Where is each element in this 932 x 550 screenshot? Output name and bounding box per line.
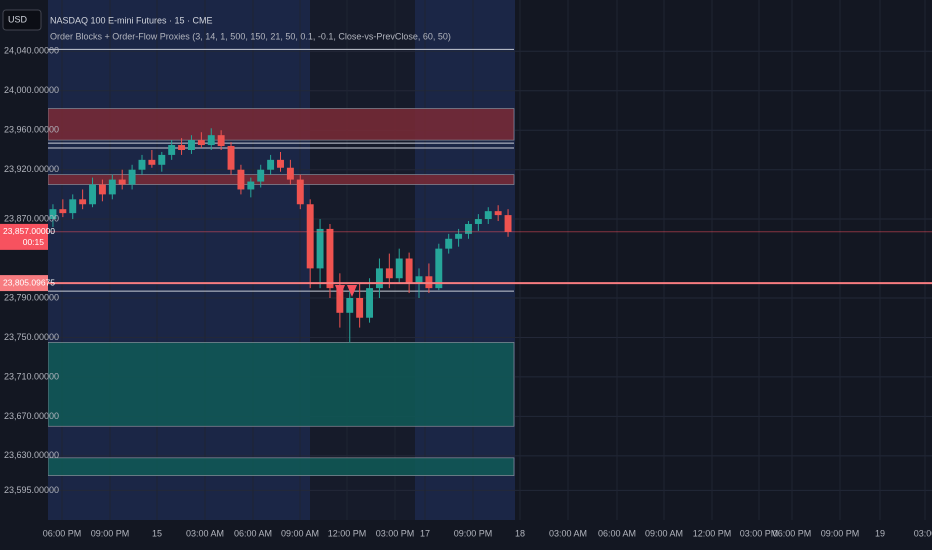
x-tick-label: 19 — [875, 528, 885, 538]
candle-body — [227, 146, 235, 170]
y-axis-panel — [0, 0, 48, 550]
candle-body — [316, 228, 324, 269]
price-tag-label: 23,857.00000 — [3, 226, 55, 236]
candle-body — [69, 199, 77, 214]
x-tick-label: 09:00 PM — [821, 528, 860, 538]
candle-body — [326, 228, 334, 289]
x-tick-label: 03:00 AM — [549, 528, 587, 538]
order-block — [47, 342, 515, 427]
candle-body — [484, 211, 492, 220]
y-tick-label: 23,920.00000 — [4, 164, 59, 174]
candle-body — [336, 288, 344, 313]
order-block — [47, 174, 515, 185]
x-tick-label: 09:00 AM — [645, 528, 683, 538]
candle-body — [375, 268, 383, 289]
candle-body — [465, 223, 472, 234]
candle-body — [366, 288, 374, 318]
y-tick-label: 23,595.00000 — [4, 485, 59, 495]
x-tick-label: 06:00 AM — [234, 528, 272, 538]
x-tick-label: 06:00 PM — [773, 528, 812, 538]
candle-body — [148, 159, 156, 165]
candle-body — [118, 179, 126, 185]
candle-body — [455, 233, 463, 239]
candle-body — [79, 199, 87, 205]
y-tick-label: 24,040.00000 — [4, 46, 59, 56]
candle-body — [494, 211, 502, 216]
x-tick-label: 18 — [515, 528, 525, 538]
y-tick-label: 23,750.00000 — [4, 332, 59, 342]
candle-body — [217, 135, 225, 147]
currency-button[interactable] — [2, 9, 42, 31]
candle-body — [395, 258, 403, 279]
candle-body — [415, 276, 423, 284]
candle-body — [306, 204, 314, 269]
candle-body — [49, 209, 57, 220]
x-tick-label: 03:00 — [914, 528, 932, 538]
candle-body — [346, 297, 354, 313]
candle-body — [247, 181, 255, 190]
session-band — [415, 0, 515, 520]
candle-body — [168, 145, 176, 155]
candle-body — [237, 169, 245, 190]
y-tick-label: 23,960.00000 — [4, 125, 59, 135]
x-tick-label: 06:00 AM — [598, 528, 636, 538]
indicator-label: Order Blocks + Order-Flow Proxies (3, 14… — [50, 31, 451, 41]
order-block — [47, 108, 515, 141]
candle-body — [504, 215, 512, 232]
x-tick-label: 09:00 AM — [281, 528, 319, 538]
session-band — [48, 0, 310, 520]
signal-marker — [335, 285, 357, 297]
x-tick-label: 03:00 PM — [376, 528, 415, 538]
candle-body — [474, 219, 482, 224]
price-tag — [0, 275, 48, 292]
y-tick-label: 23,790.00000 — [4, 292, 59, 302]
y-tick-label: 23,870.00000 — [4, 213, 59, 223]
x-tick-label: 12:00 PM — [693, 528, 732, 538]
countdown: 00:15 — [23, 237, 45, 247]
price-tag — [0, 223, 48, 250]
candle-body — [445, 238, 453, 249]
candle-body — [296, 179, 304, 205]
y-tick-label: 24,000.00000 — [4, 85, 59, 95]
y-tick-label: 23,710.00000 — [4, 371, 59, 381]
candle-body — [138, 159, 146, 170]
order-block — [47, 457, 515, 476]
candle-body — [257, 169, 265, 182]
candle-body — [128, 169, 136, 185]
candle-body — [197, 140, 205, 146]
candle-body — [178, 145, 186, 150]
candle-body — [158, 154, 166, 165]
x-tick-label: 06:00 PM — [43, 528, 82, 538]
x-tick-label: 03:00 PM — [740, 528, 779, 538]
chart-title: NASDAQ 100 E-mini Futures · 15 · CME — [50, 15, 213, 25]
x-tick-label: 09:00 PM — [454, 528, 493, 538]
candle-body — [435, 248, 443, 289]
candle-body — [187, 140, 195, 150]
candle-body — [98, 184, 106, 195]
x-tick-label: 15 — [152, 528, 162, 538]
x-tick-label: 09:00 PM — [91, 528, 130, 538]
candle-body — [277, 159, 284, 168]
candle-body — [385, 268, 393, 279]
candle-body — [286, 167, 294, 180]
candle-body — [356, 297, 364, 318]
x-tick-label: 17 — [420, 528, 430, 538]
candle-body — [108, 179, 116, 195]
candle-body — [405, 258, 413, 284]
x-tick-label: 12:00 PM — [328, 528, 367, 538]
currency: USD — [8, 14, 28, 24]
candle-body — [59, 209, 67, 214]
x-tick-label: 03:00 AM — [186, 528, 224, 538]
y-tick-label: 23,670.00000 — [4, 411, 59, 421]
price-tag-label: 23,805.09675 — [3, 277, 55, 287]
y-tick-label: 23,630.00000 — [4, 450, 59, 460]
candle-body — [89, 184, 96, 205]
candle-body — [207, 135, 215, 146]
candle-body — [267, 159, 275, 170]
x-axis-panel — [0, 520, 932, 550]
